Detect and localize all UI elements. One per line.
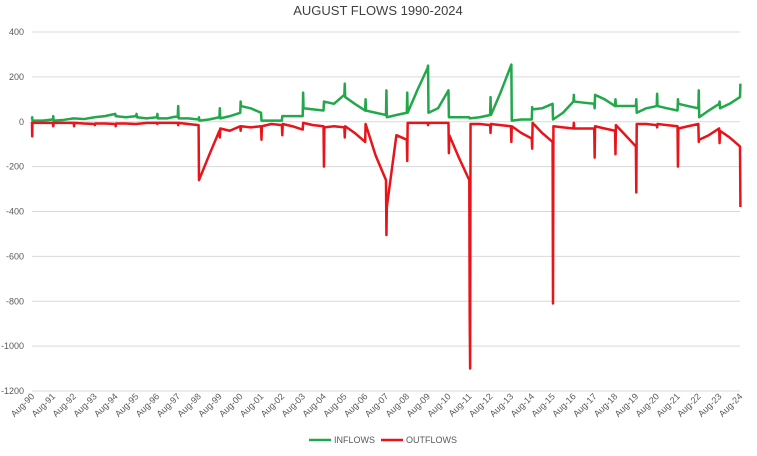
y-tick-label: -1200 xyxy=(1,386,24,396)
y-tick-label: 0 xyxy=(19,117,24,127)
series-line-outflows xyxy=(30,121,742,370)
y-tick-label: 200 xyxy=(9,72,24,82)
series-line-inflows xyxy=(30,63,742,122)
y-tick-label: -1000 xyxy=(1,341,24,351)
legend-label-outflows: OUTFLOWS xyxy=(406,435,457,445)
y-tick-label: -200 xyxy=(6,162,24,172)
x-tick-label: Aug-24 xyxy=(717,391,745,419)
y-tick-label: -400 xyxy=(6,207,24,217)
y-tick-label: -800 xyxy=(6,296,24,306)
legend: INFLOWS OUTFLOWS xyxy=(309,435,457,445)
y-tick-label: 400 xyxy=(9,27,24,37)
y-tick-label: -600 xyxy=(6,251,24,261)
x-axis-ticks: Aug-90Aug-91Aug-92Aug-93Aug-94Aug-95Aug-… xyxy=(9,391,745,419)
y-axis-ticks: 400 200 0 -200 -400 -600 -800 -1000 -1200 xyxy=(1,27,24,396)
series-layer xyxy=(30,63,742,370)
chart-title: AUGUST FLOWS 1990-2024 xyxy=(293,3,463,18)
legend-label-inflows: INFLOWS xyxy=(334,435,375,445)
